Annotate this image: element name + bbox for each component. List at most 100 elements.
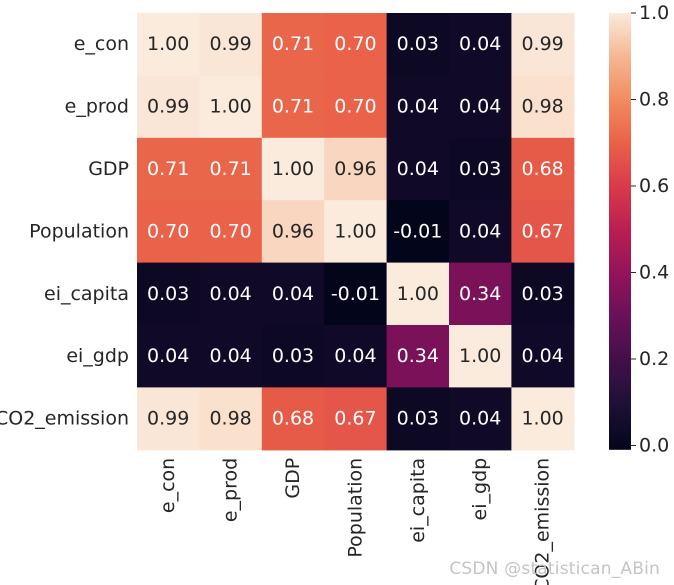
cell-value-label: 0.04 [459, 408, 501, 430]
cell-value-label: 0.34 [397, 345, 439, 367]
heatmap-cell [137, 75, 200, 139]
cell-value-label: 0.04 [147, 345, 189, 367]
heatmap-cell [199, 75, 263, 139]
heatmap-cell [324, 75, 388, 139]
colorbar-tick-label: 0.8 [639, 88, 669, 110]
heatmap-cell [137, 200, 200, 264]
colorbar: 0.0 0.2 0.4 0.6 0.8 1.0 [609, 2, 669, 456]
heatmap-cell [324, 387, 388, 451]
heatmap-cell [449, 387, 512, 451]
heatmap-cell [324, 13, 388, 76]
heatmap-cell [324, 262, 388, 326]
cell-value-label: 0.67 [334, 408, 376, 430]
column-label: CO2_emission [532, 458, 554, 585]
cell-value-label: 0.34 [459, 283, 501, 305]
heatmap-cells [137, 13, 575, 451]
cell-value-label: 0.03 [397, 408, 439, 430]
cell-value-label: 0.04 [334, 345, 376, 367]
heatmap-cell [324, 325, 388, 388]
cell-value-label: 1.00 [397, 283, 439, 305]
heatmap-cell [261, 13, 325, 76]
colorbar-tick-label: 0.6 [639, 175, 669, 197]
heatmap-cell [324, 137, 388, 201]
heatmap-cell [199, 137, 263, 201]
cell-value-label: 0.98 [521, 96, 563, 118]
cell-value-label: 1.00 [521, 408, 563, 430]
cell-value-label: 0.03 [397, 33, 439, 55]
cell-value-label: 0.04 [459, 96, 501, 118]
heatmap-cell [137, 137, 200, 201]
cell-value-label: 0.98 [209, 408, 251, 430]
cell-value-label: 0.68 [272, 408, 314, 430]
colorbar-gradient [609, 13, 631, 450]
cell-value-label: 1.00 [459, 345, 501, 367]
cell-value-label: 0.03 [459, 158, 501, 180]
cell-value-label: 0.99 [147, 96, 189, 118]
cell-value-label: 0.96 [334, 158, 376, 180]
cell-value-label: 0.03 [521, 283, 563, 305]
row-label: ei_gdp [66, 345, 129, 367]
cell-value-label: 0.04 [397, 96, 439, 118]
heatmap-cell [199, 325, 263, 388]
heatmap-cell [137, 262, 200, 326]
row-label: Population [29, 220, 129, 242]
column-label: e_con [157, 458, 179, 513]
column-label: ei_gdp [469, 458, 491, 521]
watermark: CSDN @statistican_ABin [449, 559, 660, 579]
cell-value-label: 0.99 [521, 33, 563, 55]
heatmap-cell [511, 387, 575, 451]
heatmap-cell [511, 262, 575, 326]
row-label: e_con [74, 33, 129, 55]
cell-value-label: 0.99 [209, 33, 251, 55]
cell-value-label: 0.71 [272, 33, 314, 55]
row-label: ei_capita [44, 283, 129, 305]
colorbar-tick-label: 1.0 [639, 2, 669, 24]
heatmap-cell [386, 137, 450, 201]
heatmap-cell [449, 200, 512, 264]
cell-value-label: -0.01 [393, 220, 442, 242]
heatmap-cell [137, 13, 200, 76]
colorbar-tick-label: 0.2 [639, 348, 669, 370]
colorbar-tick-label: 0.4 [639, 261, 669, 283]
heatmap-cell [261, 325, 325, 388]
cell-value-label: 0.04 [209, 283, 251, 305]
cell-value-label: 0.04 [459, 220, 501, 242]
heatmap-cell [386, 13, 450, 76]
heatmap-cell [386, 325, 450, 388]
heatmap-cell [199, 262, 263, 326]
heatmap-cell [511, 325, 575, 388]
cell-value-label: 0.70 [334, 33, 376, 55]
heatmap-cell [449, 262, 512, 326]
cell-value-label: 0.04 [272, 283, 314, 305]
heatmap-cell [449, 75, 512, 139]
heatmap-cell [324, 200, 388, 264]
heatmap-cell [199, 387, 263, 451]
cell-value-label: 0.71 [147, 158, 189, 180]
cell-value-label: 0.03 [272, 345, 314, 367]
heatmap-cell [511, 200, 575, 264]
heatmap-cell [199, 13, 263, 76]
cell-value-label: 1.00 [272, 158, 314, 180]
heatmap-cell-labels: 1.00 0.99 0.71 0.70 0.03 0.04 0.99 0.99 1.00 0.71… [147, 33, 564, 429]
cell-value-label: 0.70 [147, 220, 189, 242]
heatmap-cell [261, 137, 325, 201]
heatmap-cell [137, 325, 200, 388]
heatmap-cell [386, 200, 450, 264]
heatmap-cell [449, 325, 512, 388]
cell-value-label: 0.04 [459, 33, 501, 55]
row-label: CO2_emission [0, 408, 129, 430]
heatmap-cell [511, 75, 575, 139]
heatmap-cell [386, 75, 450, 139]
cell-value-label: 0.70 [334, 96, 376, 118]
cell-value-label: 0.70 [209, 220, 251, 242]
heatmap-cell [386, 262, 450, 326]
heatmap-cell [511, 137, 575, 201]
cell-value-label: 0.04 [521, 345, 563, 367]
heatmap-cell [137, 387, 200, 451]
column-label: e_prod [220, 458, 242, 522]
row-axis-labels: e_con e_prod GDP Population ei_capita ei_gdp C… [0, 33, 129, 429]
column-label: Population [344, 458, 366, 558]
cell-value-label: 0.71 [272, 96, 314, 118]
heatmap-cell [261, 387, 325, 451]
